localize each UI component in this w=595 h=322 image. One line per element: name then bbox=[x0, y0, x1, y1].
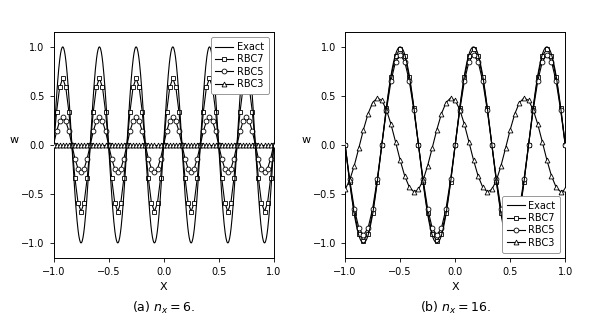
Y-axis label: w: w bbox=[301, 135, 310, 145]
Y-axis label: w: w bbox=[10, 135, 18, 145]
Legend: Exact, RBC7, RBC5, RBC3: Exact, RBC7, RBC5, RBC3 bbox=[211, 37, 269, 94]
X-axis label: X: X bbox=[160, 282, 167, 292]
Legend: Exact, RBC7, RBC5, RBC3: Exact, RBC7, RBC5, RBC3 bbox=[502, 196, 560, 253]
Text: (b) $n_x = 16$.: (b) $n_x = 16$. bbox=[419, 300, 491, 317]
X-axis label: X: X bbox=[452, 282, 459, 292]
Text: (a) $n_x = 6$.: (a) $n_x = 6$. bbox=[132, 300, 195, 317]
